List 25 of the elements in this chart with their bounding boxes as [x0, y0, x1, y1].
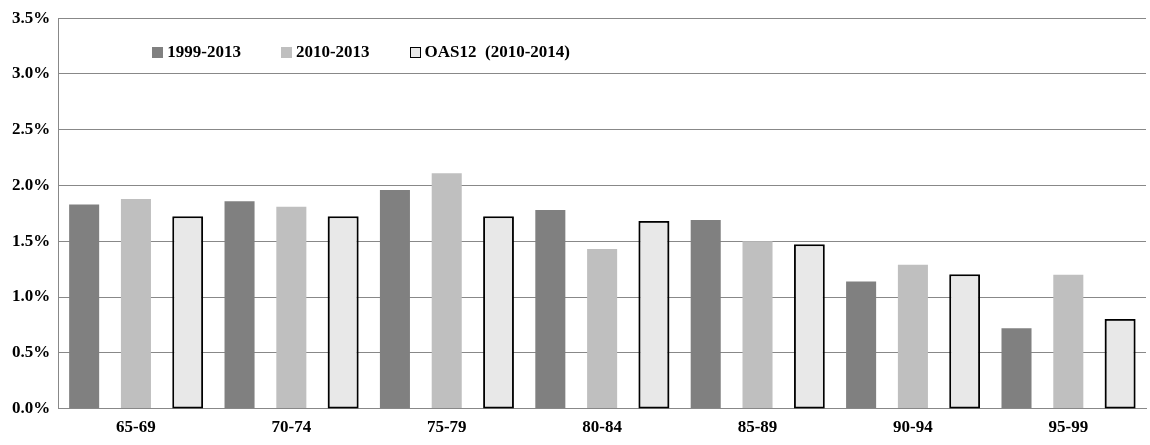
x-tick-label: 80-84 [582, 417, 623, 437]
x-tick-label: 70-74 [271, 417, 312, 437]
y-tick-label: 2.0% [12, 174, 51, 194]
legend-label: 1999-2013 [167, 42, 241, 63]
x-tick-label: 90-94 [893, 417, 934, 437]
bar [742, 241, 773, 409]
y-tick-label: 3.0% [12, 63, 51, 83]
bar [1053, 274, 1084, 409]
bar [276, 206, 307, 409]
bar [431, 173, 462, 409]
bar [587, 249, 618, 409]
y-tick-label: 3.5% [12, 7, 51, 27]
y-tick-label: 0.0% [12, 397, 51, 417]
bar [897, 264, 928, 409]
x-tick-label: 65-69 [116, 417, 156, 437]
y-tick-label: 1.5% [12, 230, 51, 250]
bar [120, 198, 151, 409]
y-tick-label: 2.5% [12, 119, 51, 139]
y-tick-label: 1.0% [12, 286, 51, 306]
x-tick-label: 85-89 [737, 417, 778, 437]
x-tick-label: 75-79 [426, 417, 467, 437]
legend-label: OAS12 (2010-2014) [424, 42, 571, 63]
x-tick-label: 95-99 [1048, 417, 1089, 437]
legend-label: 2010-2013 [295, 42, 370, 63]
y-tick-label: 0.5% [12, 342, 51, 362]
